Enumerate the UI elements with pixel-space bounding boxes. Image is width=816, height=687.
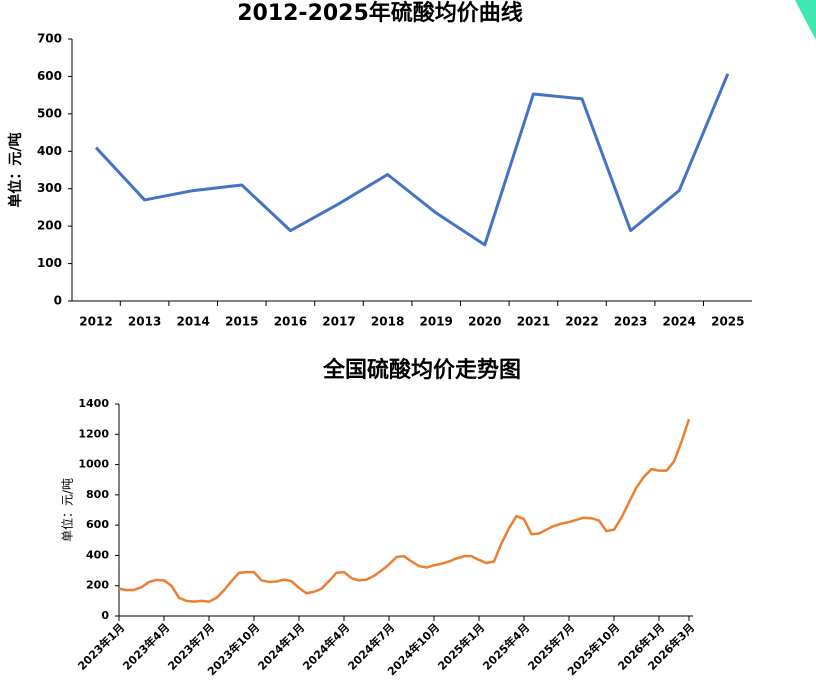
- x-tick-label: 2015: [225, 315, 258, 329]
- data-line: [118, 418, 691, 603]
- y-tick-label: 400: [37, 144, 62, 158]
- y-axis-label: 单位：元/吨: [7, 132, 24, 207]
- y-tick-label: 800: [86, 488, 109, 501]
- x-tick-label: 2023年4月: [120, 620, 173, 673]
- x-tick-label: 2012: [79, 315, 112, 329]
- x-tick-label: 2025: [711, 315, 744, 329]
- y-tick-label: 0: [101, 609, 109, 622]
- x-tick-label: 2016: [274, 315, 307, 329]
- x-tick-label: 2023年1月: [75, 620, 128, 673]
- y-tick-label: 500: [37, 106, 62, 120]
- x-tick-label: 2019: [419, 315, 452, 329]
- chart-title: 2012-2025年硫酸均价曲线: [237, 0, 523, 26]
- y-tick-label: 1400: [78, 397, 109, 410]
- y-axis-label: 单位：元/吨: [60, 478, 75, 542]
- y-tick-label: 1000: [78, 458, 109, 471]
- x-tick-label: 2014: [176, 315, 209, 329]
- x-tick-label: 2018: [371, 315, 404, 329]
- y-tick-label: 300: [37, 181, 62, 195]
- x-tick-label: 2022: [565, 315, 598, 329]
- x-tick-label: 2024年4月: [300, 620, 353, 673]
- data-line: [94, 73, 730, 247]
- x-tick-label: 2025年1月: [435, 620, 488, 673]
- chart-title: 全国硫酸均价走势图: [322, 357, 521, 383]
- y-tick-label: 100: [37, 256, 62, 270]
- y-tick-label: 0: [54, 294, 62, 308]
- x-tick-label: 2024年1月: [255, 620, 308, 673]
- corner-decoration: [795, 0, 816, 40]
- y-tick-label: 600: [86, 518, 109, 531]
- y-tick-label: 200: [37, 219, 62, 233]
- y-tick-label: 600: [37, 69, 62, 83]
- y-tick-label: 1200: [78, 427, 109, 440]
- x-tick-label: 2021: [517, 315, 550, 329]
- x-tick-label: 2013: [128, 315, 161, 329]
- x-tick-label: 2025年4月: [480, 620, 533, 673]
- x-tick-label: 2023: [614, 315, 647, 329]
- y-tick-label: 200: [86, 579, 109, 592]
- x-tick-label: 2017: [322, 315, 355, 329]
- y-tick-label: 700: [37, 32, 62, 46]
- x-tick-label: 2024: [662, 315, 695, 329]
- x-tick-label: 2020: [468, 315, 501, 329]
- y-tick-label: 400: [86, 548, 109, 561]
